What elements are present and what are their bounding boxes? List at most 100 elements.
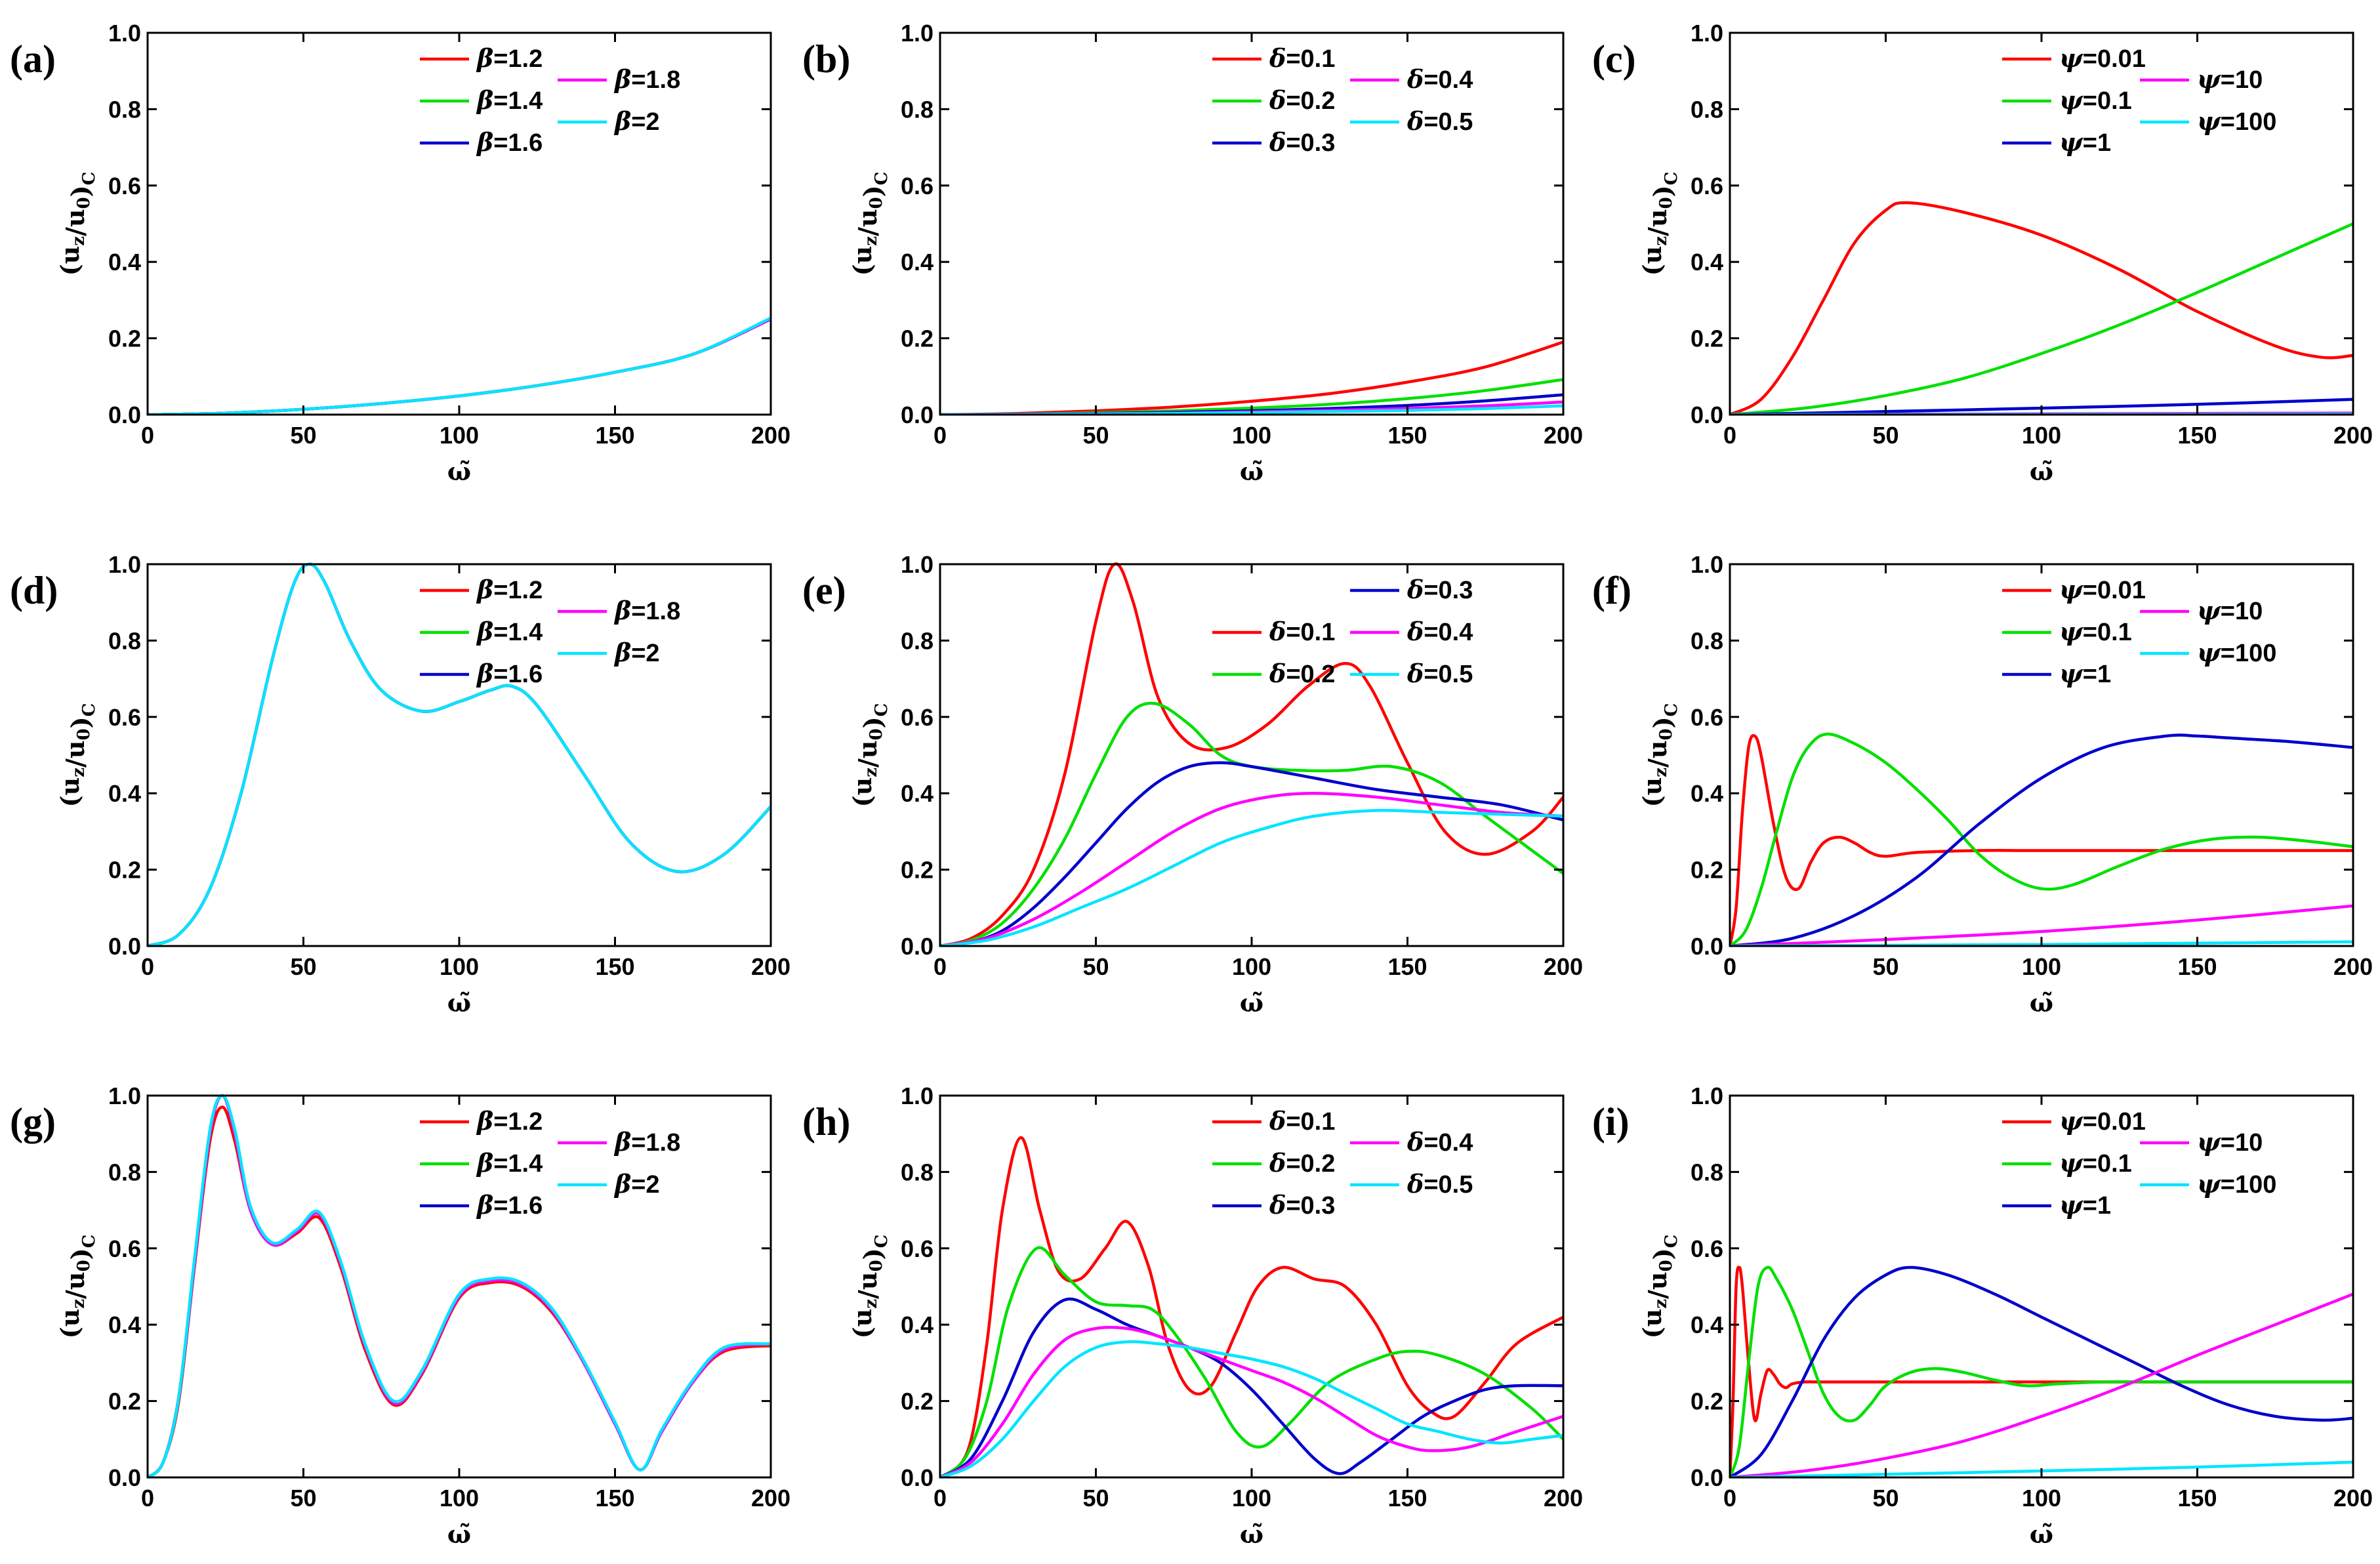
legend-entry: δ=0.3: [1212, 1190, 1335, 1220]
legend-entry: δ=0.5: [1350, 1169, 1473, 1199]
legend-entry: β=2: [558, 106, 660, 136]
legend-label: δ=0.5: [1406, 106, 1473, 136]
legend-entry: ψ=1: [2002, 127, 2111, 157]
legend-entry: ψ=0.01: [2002, 1106, 2146, 1136]
series-line: [1730, 1266, 2353, 1477]
x-tick-label: 0: [934, 422, 947, 449]
y-tick-label: 0.4: [901, 249, 934, 276]
legend-entry: ψ=0.1: [2002, 1148, 2132, 1178]
y-tick-label: 0.4: [108, 249, 141, 276]
series-group: [940, 340, 1563, 415]
legend-label: ψ=0.1: [2059, 617, 2132, 646]
legend-label: ψ=1: [2059, 659, 2111, 688]
legend: β=1.2 β=1.4 β=1.6 β=1.8 β=2: [420, 1106, 680, 1220]
y-tick-label: 1.0: [1691, 551, 1723, 578]
legend: ψ=0.01 ψ=0.1 ψ=1 ψ=10 ψ=100: [2002, 575, 2276, 688]
legend-entry: β=1.4: [420, 85, 543, 115]
y-axis-label: (uz/u0)C: [1637, 703, 1681, 808]
panel-b: 0 50 100 150 200 0.0 0.2 0.4 0.6 0.8 1.0 ω̃ (uz/u0)C…: [802, 20, 1583, 486]
x-tick-label: 100: [440, 422, 479, 449]
x-tick-label: 200: [2333, 953, 2373, 980]
y-tick-label: 1.0: [108, 1082, 141, 1109]
legend-entry: δ=0.3: [1350, 575, 1473, 604]
legend-entry: ψ=100: [2140, 638, 2276, 667]
y-tick-label: 0.4: [1691, 249, 1723, 276]
legend-entry: δ=0.5: [1350, 106, 1473, 136]
panel-d: 0 50 100 150 200 0.0 0.2 0.4 0.6 0.8 1.0 ω̃ (uz/u0)C…: [10, 551, 790, 1018]
y-tick-label: 0.8: [108, 96, 141, 123]
x-axis-label: ω̃: [1240, 1519, 1263, 1549]
legend-entry: ψ=0.01: [2002, 575, 2146, 604]
legend-label: β=1.6: [476, 659, 543, 688]
x-axis-label: ω̃: [2030, 1519, 2053, 1549]
y-tick-label: 0.6: [1691, 1235, 1723, 1262]
y-axis-label: (uz/u0)C: [55, 703, 99, 808]
series-line: [148, 318, 771, 415]
legend-label: ψ=0.01: [2059, 575, 2146, 604]
series-group: [1730, 1266, 2353, 1477]
panel-label: (a): [10, 37, 56, 81]
series-line: [148, 316, 771, 415]
y-tick-label: 1.0: [901, 20, 934, 47]
legend-label: β=2: [613, 106, 660, 136]
y-tick-label: 0.6: [901, 173, 934, 199]
x-tick-label: 50: [1082, 1485, 1109, 1512]
legend-label: β=1.2: [476, 1106, 543, 1136]
x-tick-label: 150: [595, 1485, 634, 1512]
y-tick-label: 1.0: [108, 551, 141, 578]
series-group: [1730, 732, 2353, 946]
legend-label: β=1.8: [613, 596, 680, 625]
x-axis-label: ω̃: [2030, 457, 2053, 486]
y-tick-label: 0.4: [108, 1311, 141, 1338]
series-group: [148, 562, 771, 946]
legend-label: δ=0.3: [1269, 1190, 1335, 1220]
legend-entry: δ=0.3: [1212, 127, 1335, 157]
legend-label: β=1.8: [613, 1127, 680, 1157]
legend-entry: ψ=100: [2140, 106, 2276, 136]
y-tick-label: 0.0: [901, 401, 934, 428]
series-line: [148, 1094, 771, 1477]
legend: ψ=0.01 ψ=0.1 ψ=1 ψ=10 ψ=100: [2002, 43, 2276, 157]
y-tick-label: 0.8: [1691, 96, 1723, 123]
x-tick-label: 50: [290, 953, 316, 980]
series-line: [1730, 201, 2353, 415]
x-tick-label: 0: [934, 953, 947, 980]
y-tick-label: 0.0: [1691, 933, 1723, 960]
legend-entry: β=2: [558, 638, 660, 667]
legend: δ=0.1 δ=0.2 δ=0.3 δ=0.4 δ=0.5: [1212, 43, 1473, 157]
y-tick-label: 0.0: [108, 933, 141, 960]
x-tick-label: 150: [2177, 1485, 2217, 1512]
series-line: [940, 1136, 1563, 1477]
legend-label: δ=0.2: [1269, 85, 1335, 115]
panel-label: (e): [802, 569, 846, 612]
series-group: [148, 316, 771, 415]
legend-entry: δ=0.1: [1212, 43, 1335, 73]
x-tick-label: 100: [440, 1485, 479, 1512]
series-line: [148, 318, 771, 415]
x-tick-label: 200: [751, 953, 790, 980]
legend-entry: β=1.2: [420, 575, 543, 604]
legend-entry: ψ=0.01: [2002, 43, 2146, 73]
y-tick-label: 0.0: [1691, 1464, 1723, 1491]
y-tick-label: 0.4: [1691, 780, 1723, 807]
series-group: [1730, 201, 2353, 415]
legend-label: β=1.8: [613, 64, 680, 94]
legend-label: β=1.4: [476, 85, 543, 115]
panel-a: 0 50 100 150 200 0.0 0.2 0.4 0.6 0.8 1.0 ω̃ (uz/u0)C…: [10, 20, 790, 486]
legend-entry: β=1.8: [558, 64, 680, 94]
legend: δ=0.1 δ=0.2 δ=0.3 δ=0.4 δ=0.5: [1212, 575, 1473, 688]
x-axis-label: ω̃: [447, 1519, 471, 1549]
y-axis-label: (uz/u0)C: [1637, 172, 1681, 276]
series-line: [148, 562, 771, 946]
y-axis-label: (uz/u0)C: [848, 703, 892, 808]
legend-label: δ=0.4: [1406, 1127, 1473, 1157]
panel-h: 0 50 100 150 200 0.0 0.2 0.4 0.6 0.8 1.0 ω̃ (uz/u0)C…: [802, 1082, 1583, 1549]
series-line: [1730, 733, 2353, 946]
x-tick-label: 0: [1723, 422, 1736, 449]
panel-label: (d): [10, 569, 58, 612]
panel-c: 0 50 100 150 200 0.0 0.2 0.4 0.6 0.8 1.0 ω̃ (uz/u0)C…: [1592, 20, 2373, 486]
series-line: [940, 1340, 1563, 1477]
series-line: [1730, 222, 2353, 415]
y-tick-label: 1.0: [1691, 1082, 1723, 1109]
